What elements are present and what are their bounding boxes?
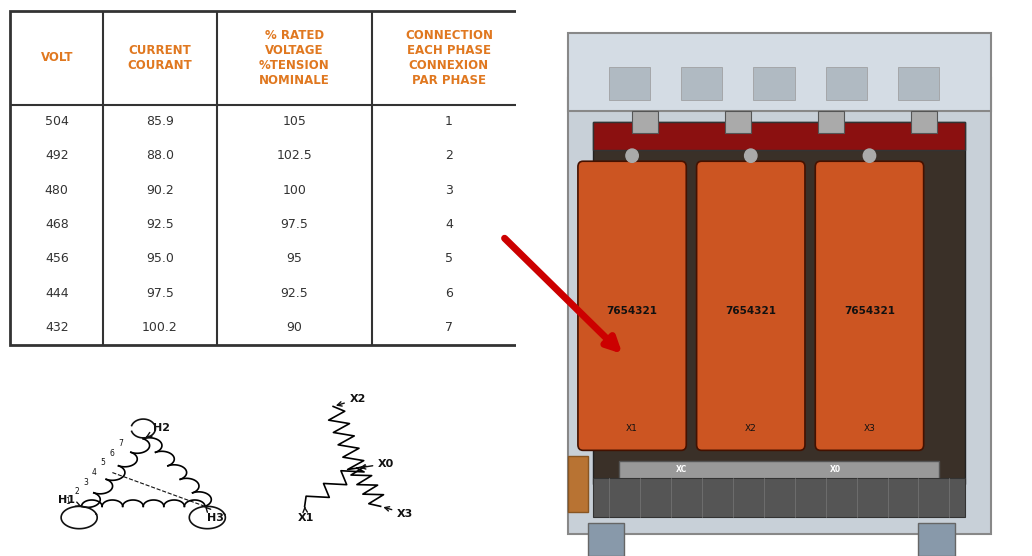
- Bar: [609, 67, 650, 100]
- Text: H1: H1: [58, 495, 80, 507]
- Text: 95.0: 95.0: [146, 252, 174, 265]
- Text: X2: X2: [337, 394, 366, 406]
- Text: 6: 6: [109, 449, 115, 458]
- Text: 504: 504: [44, 115, 69, 128]
- FancyBboxPatch shape: [10, 11, 526, 345]
- Text: 105: 105: [282, 115, 307, 128]
- Text: 102.5: 102.5: [277, 150, 312, 162]
- Text: CURRENT
COURANT: CURRENT COURANT: [128, 44, 192, 72]
- Text: 444: 444: [45, 287, 68, 300]
- Text: 97.5: 97.5: [146, 287, 174, 300]
- Text: VOLT: VOLT: [40, 51, 73, 64]
- FancyBboxPatch shape: [815, 161, 924, 450]
- Text: 85.9: 85.9: [146, 115, 174, 128]
- Text: 90: 90: [286, 321, 302, 334]
- Text: 90.2: 90.2: [147, 184, 173, 197]
- Bar: [593, 122, 965, 484]
- Bar: [568, 33, 991, 111]
- Text: 7: 7: [119, 439, 123, 448]
- Text: 100: 100: [282, 184, 307, 197]
- Text: 95: 95: [286, 252, 302, 265]
- Text: 7: 7: [445, 321, 453, 334]
- Bar: [817, 111, 844, 133]
- Bar: [632, 111, 658, 133]
- Bar: [588, 523, 624, 556]
- Bar: [753, 67, 795, 100]
- Bar: [918, 523, 955, 556]
- Bar: [826, 67, 867, 100]
- Text: 6: 6: [445, 287, 453, 300]
- Text: 5: 5: [101, 458, 105, 468]
- Text: 468: 468: [44, 218, 69, 231]
- FancyBboxPatch shape: [578, 161, 686, 450]
- Text: 92.5: 92.5: [147, 218, 173, 231]
- FancyBboxPatch shape: [568, 456, 588, 512]
- Text: CONNECTION
EACH PHASE
CONNEXION
PAR PHASE: CONNECTION EACH PHASE CONNEXION PAR PHAS…: [405, 29, 493, 87]
- Bar: [898, 67, 939, 100]
- Text: X0: X0: [361, 459, 394, 469]
- Text: 7654321: 7654321: [607, 306, 657, 316]
- Text: 3: 3: [445, 184, 453, 197]
- Text: % RATED
VOLTAGE
%TENSION
NOMINALE: % RATED VOLTAGE %TENSION NOMINALE: [259, 29, 329, 87]
- Text: 97.5: 97.5: [280, 218, 309, 231]
- Text: X2: X2: [745, 424, 756, 433]
- Bar: [681, 67, 722, 100]
- Text: 100.2: 100.2: [142, 321, 178, 334]
- Text: X1: X1: [626, 424, 638, 433]
- Text: 4: 4: [445, 218, 453, 231]
- Text: 3: 3: [84, 478, 88, 486]
- Text: 5: 5: [445, 252, 453, 265]
- Text: X3: X3: [385, 507, 414, 519]
- Text: 480: 480: [44, 184, 69, 197]
- Text: 7654321: 7654321: [844, 306, 895, 316]
- Bar: [568, 78, 991, 534]
- Text: 4: 4: [92, 468, 97, 477]
- Text: 456: 456: [44, 252, 69, 265]
- Text: H2: H2: [147, 424, 169, 436]
- Text: 92.5: 92.5: [281, 287, 308, 300]
- Text: 1: 1: [445, 115, 453, 128]
- Circle shape: [863, 149, 875, 162]
- Text: X0: X0: [831, 465, 841, 474]
- Text: XC: XC: [676, 465, 686, 474]
- Text: X3: X3: [864, 424, 875, 433]
- Text: 492: 492: [45, 150, 68, 162]
- Text: X1: X1: [297, 507, 314, 523]
- Bar: [724, 111, 750, 133]
- Bar: [910, 111, 937, 133]
- Text: 432: 432: [45, 321, 68, 334]
- Text: 1: 1: [65, 497, 70, 506]
- Circle shape: [625, 149, 638, 162]
- Text: 2: 2: [74, 488, 79, 497]
- Text: H3: H3: [206, 508, 224, 523]
- Text: 7654321: 7654321: [725, 306, 776, 316]
- Text: 2: 2: [445, 150, 453, 162]
- FancyBboxPatch shape: [697, 161, 805, 450]
- Bar: [593, 122, 965, 150]
- Circle shape: [744, 149, 756, 162]
- Bar: [619, 461, 939, 484]
- Bar: [593, 478, 965, 517]
- Text: 88.0: 88.0: [146, 150, 174, 162]
